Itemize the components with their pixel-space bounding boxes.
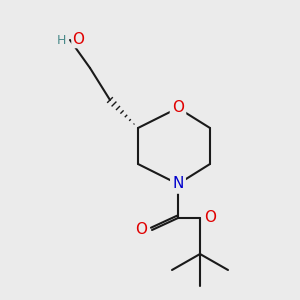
Text: H: H [57, 34, 66, 46]
Text: O: O [204, 211, 216, 226]
Text: O: O [172, 100, 184, 116]
Text: O: O [72, 32, 84, 47]
Text: O: O [135, 223, 147, 238]
Text: N: N [172, 176, 184, 191]
